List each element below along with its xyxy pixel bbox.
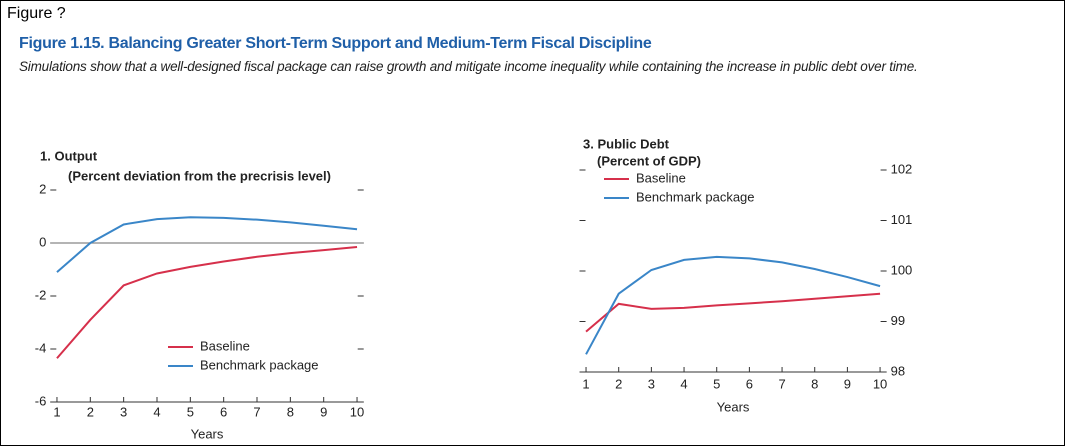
x-tick-label: 5 <box>187 404 194 419</box>
y-tick-label: -2 <box>35 287 47 302</box>
x-tick-label: 2 <box>87 404 94 419</box>
x-tick-label: 2 <box>615 376 622 391</box>
chart-subtitle: (Percent deviation from the precrisis le… <box>68 168 331 183</box>
x-tick-label: 8 <box>811 376 818 391</box>
x-tick-label: 6 <box>746 376 753 391</box>
x-tick-label: 7 <box>778 376 785 391</box>
x-tick-label: 10 <box>873 376 887 391</box>
y-tick-label: 102 <box>891 161 913 176</box>
y-tick-label: 2 <box>39 181 46 196</box>
series-line <box>585 292 881 333</box>
chart-title: 1. Output <box>40 148 98 163</box>
x-tick-label: 10 <box>350 404 364 419</box>
chart-subtitle: (Percent of GDP) <box>597 153 701 168</box>
x-tick-label: 5 <box>713 376 720 391</box>
y-tick-label: 100 <box>891 262 913 277</box>
x-axis-label: Years <box>717 399 750 414</box>
x-axis-label: Years <box>191 426 224 441</box>
x-tick-label: 9 <box>844 376 851 391</box>
legend-label: Benchmark package <box>636 189 755 204</box>
series-line <box>56 245 358 359</box>
y-tick-label: -4 <box>35 340 47 355</box>
series-line <box>585 255 881 355</box>
x-tick-label: 3 <box>120 404 127 419</box>
x-tick-label: 1 <box>53 404 60 419</box>
chart-title: 3. Public Debt <box>583 136 670 151</box>
y-tick-label: 0 <box>39 234 46 249</box>
legend-label: Benchmark package <box>200 357 319 372</box>
x-tick-label: 9 <box>320 404 327 419</box>
legend-label: Baseline <box>636 170 686 185</box>
figure-title: Figure 1.15. Balancing Greater Short-Ter… <box>19 35 652 52</box>
x-tick-label: 1 <box>582 376 589 391</box>
figure-label: Figure ? <box>7 5 66 22</box>
figure-subtitle: Simulations show that a well-designed fi… <box>19 59 918 74</box>
y-tick-label: -6 <box>35 393 47 408</box>
y-tick-label: 99 <box>891 313 905 328</box>
x-tick-label: 4 <box>153 404 160 419</box>
legend-label: Baseline <box>200 338 250 353</box>
x-tick-label: 7 <box>253 404 260 419</box>
y-tick-label: 101 <box>891 212 913 227</box>
y-tick-label: 98 <box>891 363 905 378</box>
x-tick-label: 8 <box>287 404 294 419</box>
x-tick-label: 4 <box>680 376 687 391</box>
series-line <box>56 216 358 273</box>
x-tick-label: 3 <box>648 376 655 391</box>
x-tick-label: 6 <box>220 404 227 419</box>
